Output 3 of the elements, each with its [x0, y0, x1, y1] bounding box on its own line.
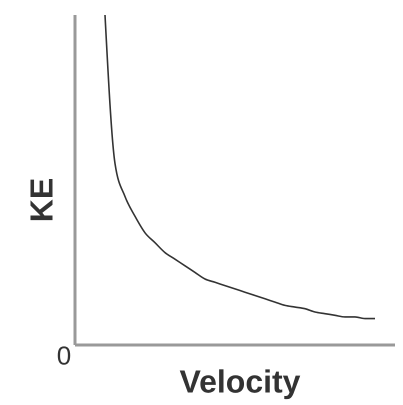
text: 0 [56, 340, 72, 372]
x-axis-title: Velocity [180, 364, 300, 400]
y-axis-title: KE [24, 178, 60, 222]
